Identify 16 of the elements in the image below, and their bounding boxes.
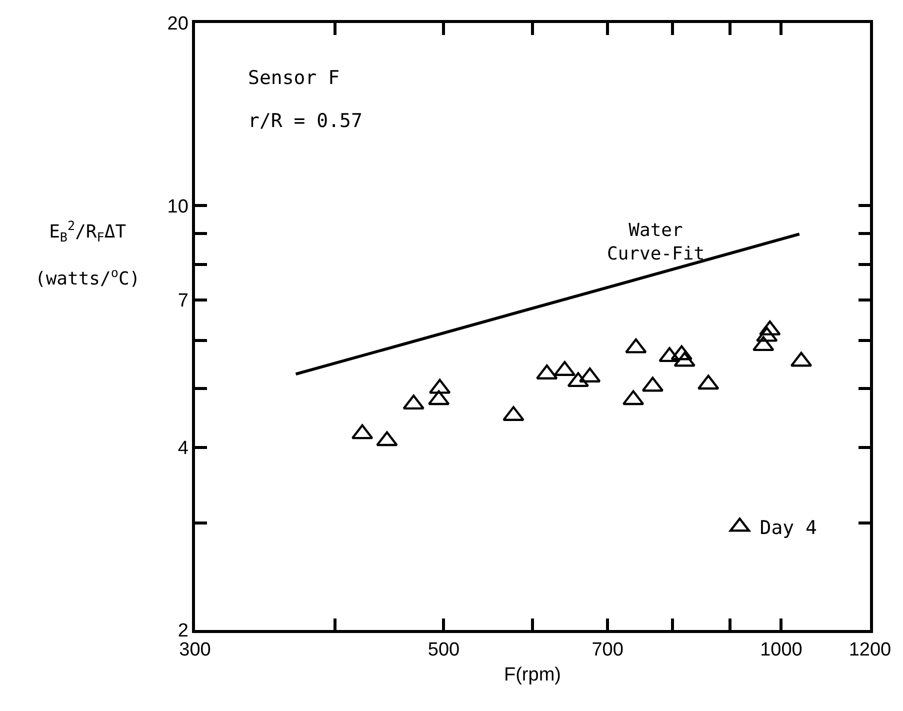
x-tick-label: 1000 bbox=[760, 640, 802, 661]
annotation: Sensor F bbox=[248, 67, 340, 89]
legend-label: Day 4 bbox=[760, 517, 817, 540]
x-tick-label: 500 bbox=[428, 640, 460, 661]
y-tick-label: 2 bbox=[178, 620, 188, 642]
series-label: Water Curve-Fit bbox=[607, 220, 705, 264]
y-tick-label: 10 bbox=[167, 196, 188, 218]
x-tick-label: 700 bbox=[592, 640, 624, 661]
text: E$_{B}$$^{2}$/R$_{F}$ΔT (watts/$^{o}$C) bbox=[35, 218, 140, 290]
y-tick-label: 7 bbox=[178, 290, 188, 312]
x-tick-label: 300 bbox=[179, 640, 211, 661]
y-tick-label: 20 bbox=[167, 14, 188, 35]
y-tick-label: 4 bbox=[178, 438, 189, 459]
x-tick-label: 1200 bbox=[848, 640, 892, 661]
annotation: r/R = 0.57 bbox=[248, 110, 362, 132]
x-axis-title: F(rpm) bbox=[504, 664, 561, 686]
